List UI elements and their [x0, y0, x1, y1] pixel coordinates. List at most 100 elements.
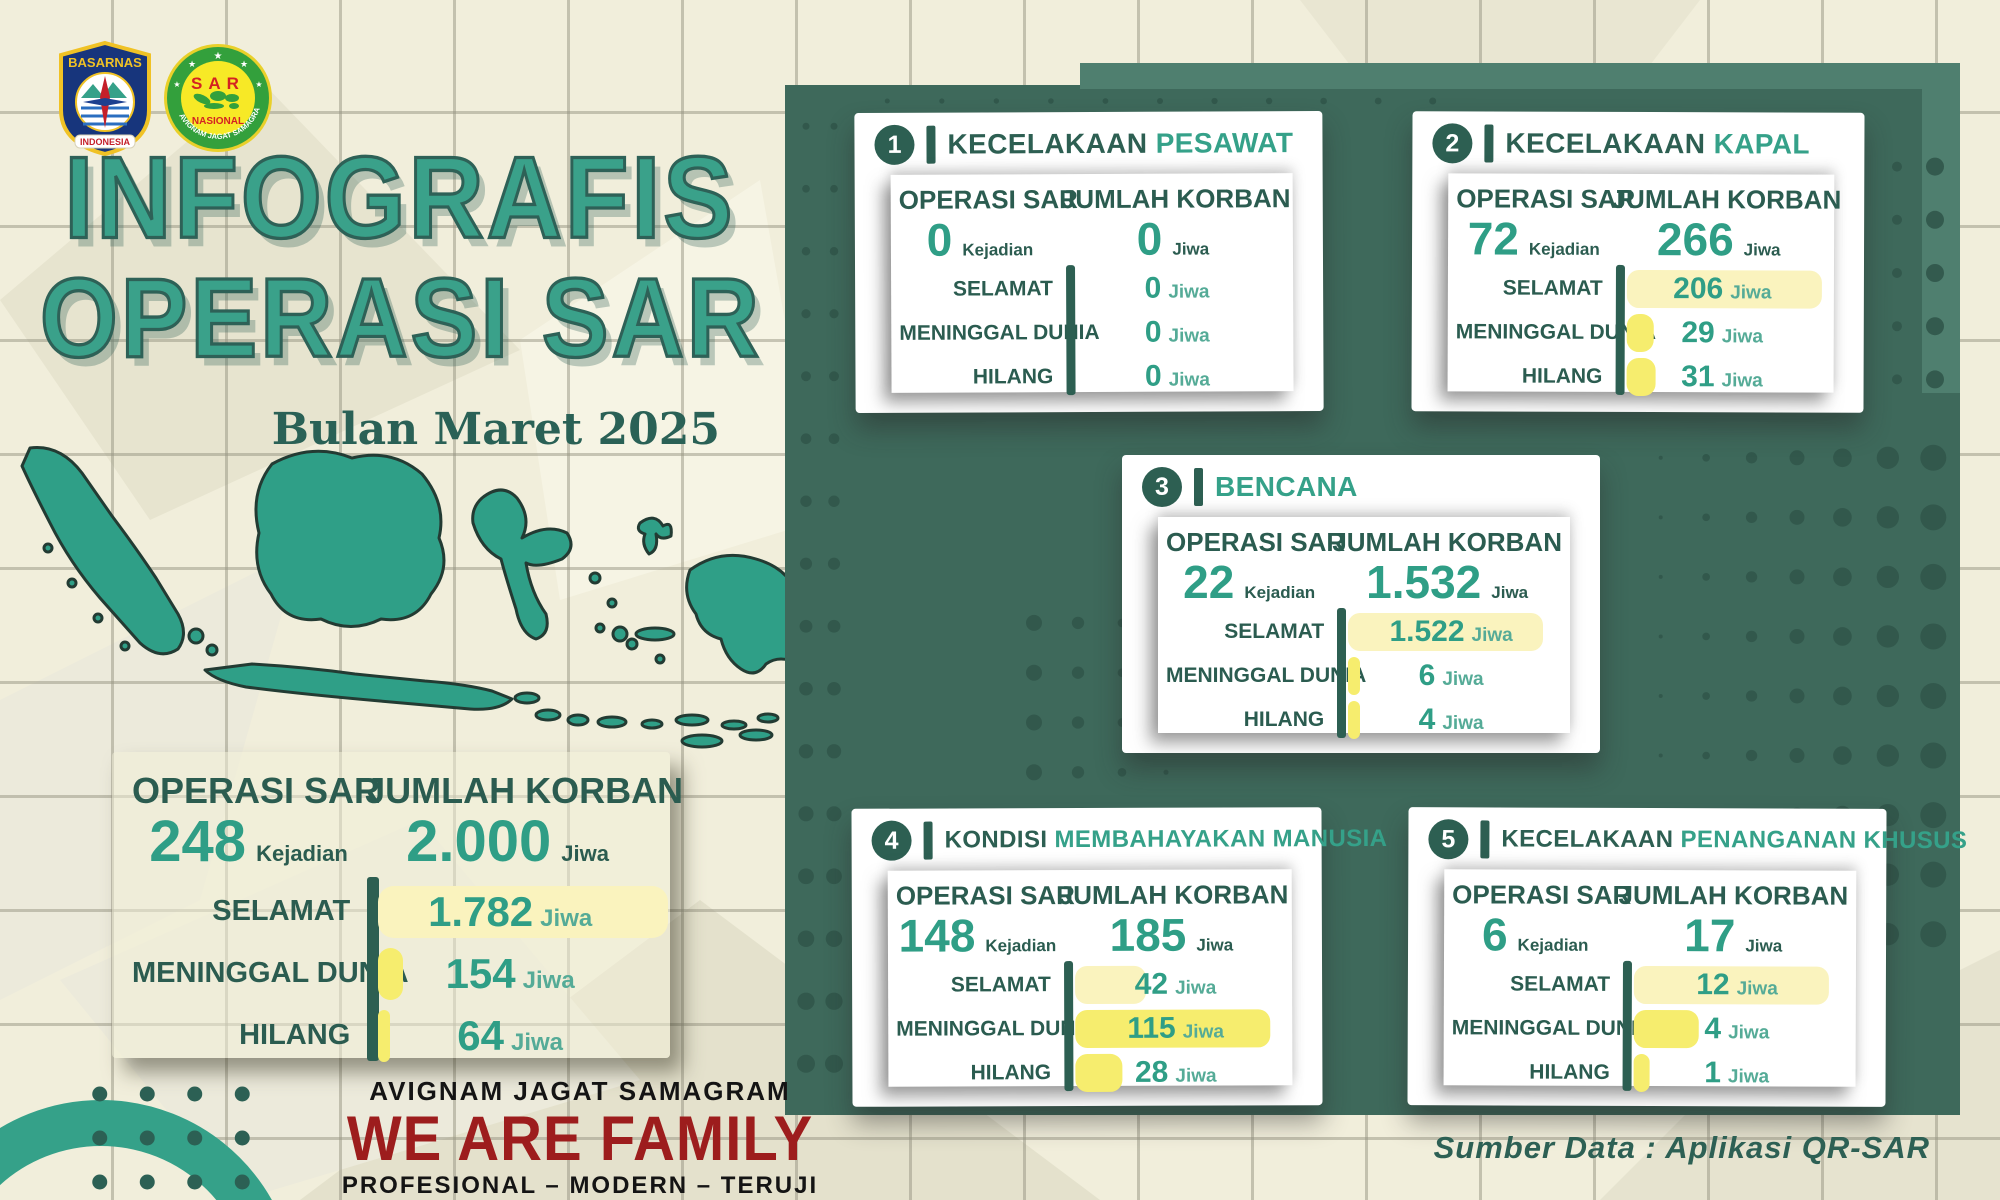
card-body: OPERASI SAR JUMLAH KORBAN 72 Kejadian 266… [1447, 173, 1842, 397]
row-selamat: SELAMAT 12 Jiwa [1452, 963, 1848, 1008]
svg-text:★: ★ [188, 59, 196, 69]
korban-unit: Jiwa [1745, 936, 1783, 956]
summary-row-hilang: HILANG 64 Jiwa [132, 1005, 650, 1067]
operasi-value: 72 [1467, 212, 1520, 265]
panel-trim-right [1922, 63, 1960, 393]
svg-text:★: ★ [255, 80, 262, 89]
sar-logo-text: SAR [191, 74, 245, 93]
row-selamat: SELAMAT 42 Jiwa [896, 963, 1284, 1008]
row-selamat: SELAMAT 1.522 Jiwa [1166, 610, 1562, 654]
card-number-badge: 4 [871, 820, 912, 861]
card-body: OPERASI SAR JUMLAH KORBAN 0 Kejadian 0 Jiw… [890, 173, 1294, 397]
korban-value: 1.532 [1366, 556, 1482, 608]
title-bar [1480, 820, 1490, 859]
row-label: SELAMAT [212, 895, 351, 928]
summary-operasi-unit: Kejadian [256, 841, 348, 866]
summary-korban-value: 2.000 [406, 809, 552, 874]
row-value: 4 Jiwa [1418, 703, 1484, 737]
row-value: 0 Jiwa [1144, 271, 1210, 306]
card-title: 4 KONDISI MEMBAHAYAKAN MANUSIA [851, 807, 1387, 865]
row-value: 12 Jiwa [1696, 968, 1778, 1002]
data-source: Sumber Data : Aplikasi QR-SAR [1433, 1130, 1930, 1165]
card-rows: SELAMAT 0 Jiwa MENINGGAL DUNIA 0 Jiwa HILA… [899, 266, 1286, 400]
svg-text:★: ★ [173, 80, 180, 89]
card-bencana: 3 BENCANA OPERASI SAR JUMLAH KORBAN 22 Ke… [1122, 455, 1600, 753]
row-label: MENINGGAL DUNIA [896, 1017, 1097, 1041]
row-label: HILANG [1529, 1060, 1610, 1085]
bar-selamat [1348, 613, 1544, 652]
card-number-badge: 1 [874, 124, 915, 165]
footer-line-3: PROFESIONAL – MODERN – TERUJI [341, 1171, 819, 1199]
row-value: 42 Jiwa [1134, 968, 1217, 1002]
korban-header: JUMLAH KORBAN [1058, 879, 1289, 911]
title-bar [1194, 468, 1203, 506]
card-number-badge: 3 [1142, 467, 1182, 507]
summary-rows: SELAMAT 1.782 Jiwa MENINGGAL DUNIA 154 Jiw… [132, 876, 669, 1067]
card-title-text: KECELAKAAN KAPAL [1505, 127, 1811, 160]
card-number-badge: 2 [1432, 123, 1473, 164]
operasi-header: OPERASI SAR [898, 184, 1078, 215]
operasi-value: 6 [1481, 908, 1508, 961]
title-block: INFOGRAFIS OPERASI SAR [39, 133, 761, 378]
row-value: 4 Jiwa [1704, 1012, 1770, 1046]
title-bar [1484, 124, 1494, 163]
korban-header: JUMLAH KORBAN [1618, 879, 1849, 911]
row-value: 0 Jiwa [1144, 315, 1210, 350]
footer-line-1: AVIGNAM JAGAT SAMAGRAM [369, 1076, 791, 1106]
row-value: 1.782 Jiwa [428, 887, 593, 935]
card-title: 1 KECELAKAAN PESAWAT [854, 111, 1322, 169]
operasi-unit: Kejadian [1528, 239, 1600, 259]
korban-value: 185 [1109, 908, 1187, 961]
title-bar [926, 125, 936, 164]
row-value: 6 Jiwa [1418, 659, 1484, 693]
row-label: SELAMAT [950, 973, 1051, 997]
row-hilang: HILANG 4 Jiwa [1166, 698, 1562, 742]
footer-motto: AVIGNAM JAGAT SAMAGRAM WE ARE FAMILY PRO… [330, 1076, 830, 1200]
row-label: SELAMAT [952, 277, 1053, 301]
korban-unit: Jiwa [1491, 583, 1529, 602]
row-label: SELAMAT [1224, 620, 1325, 644]
panel-trim-top [1080, 63, 1960, 89]
sar-nasional-logo: ★ ★ ★ ★ ★ SAR NASIONAL AVIGNAM JAGAT SAM… [162, 42, 272, 152]
row-label: SELAMAT [1510, 972, 1611, 997]
operasi-header: OPERASI SAR [1452, 879, 1632, 910]
summary-row-meninggal: MENINGGAL DUNIA 154 Jiwa [132, 943, 650, 1005]
summary-korban-header: JUMLAH KORBAN [365, 770, 684, 811]
card-title: 2 KECELAKAAN KAPAL [1412, 111, 1864, 169]
card-title-text: KECELAKAAN PENANGANAN KHUSUS [1501, 825, 1968, 855]
title-line-1: INFOGRAFIS [63, 133, 736, 264]
bar-meninggal [378, 947, 404, 1000]
operasi-value: 148 [898, 909, 976, 962]
row-meninggal: MENINGGAL DUNIA 29 Jiwa [1456, 311, 1826, 356]
row-label: MENINGGAL DUNIA [1451, 1016, 1653, 1041]
title-line-2: OPERASI SAR [39, 255, 763, 382]
card-body: OPERASI SAR JUMLAH KORBAN 148 Kejadian 18… [887, 869, 1293, 1093]
card-number-badge: 5 [1428, 819, 1469, 860]
operasi-value: 0 [926, 213, 953, 266]
row-label: HILANG [1521, 364, 1603, 389]
card-kecelakaan-kapal: 2 KECELAKAAN KAPAL OPERASI SAR JUMLAH KO… [1411, 111, 1865, 413]
svg-text:★: ★ [214, 51, 223, 62]
card-title-text: KONDISI MEMBAHAYAKAN MANUSIA [944, 824, 1388, 854]
korban-unit: Jiwa [1743, 240, 1781, 260]
operasi-unit: Kejadian [1244, 583, 1316, 602]
korban-header: JUMLAH KORBAN [1611, 183, 1842, 215]
korban-value: 0 [1136, 212, 1163, 265]
subtitle: Bulan Maret 2025 [271, 404, 720, 455]
row-meninggal: MENINGGAL DUNIA 6 Jiwa [1166, 654, 1562, 698]
summary-row-selamat: SELAMAT 1.782 Jiwa [132, 881, 669, 943]
basarnas-logo: BASARNAS INDONESIA [59, 40, 151, 157]
bar-hilang [1633, 1054, 1650, 1093]
korban-value: 17 [1684, 909, 1736, 962]
footer-line-2: WE ARE FAMILY [346, 1103, 814, 1174]
card-title: 5 KECELAKAAN PENANGANAN KHUSUS [1408, 807, 1967, 865]
bar-hilang [378, 1009, 391, 1062]
card-kondisi-membahayakan: 4 KONDISI MEMBAHAYAKAN MANUSIA OPERASI S… [851, 807, 1387, 1107]
row-value: 64 Jiwa [457, 1011, 563, 1059]
row-hilang: HILANG 1 Jiwa [1452, 1051, 1848, 1096]
card-title-text: KECELAKAAN PESAWAT [947, 127, 1294, 160]
row-value: 1.522 Jiwa [1389, 615, 1513, 649]
korban-unit: Jiwa [1196, 935, 1234, 955]
row-label: HILANG [1243, 708, 1325, 732]
card-rows: SELAMAT 206 Jiwa MENINGGAL DUNIA 29 Jiwa H… [1456, 267, 1826, 400]
